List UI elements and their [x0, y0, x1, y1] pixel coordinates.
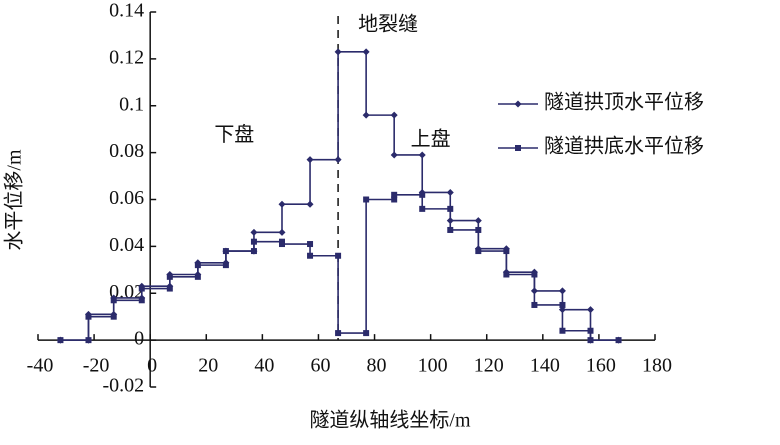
marker	[587, 327, 594, 334]
marker	[475, 226, 482, 233]
marker	[334, 48, 342, 56]
marker	[559, 301, 566, 308]
marker	[514, 100, 522, 108]
x-tick-label: 80	[367, 355, 387, 377]
marker	[391, 191, 398, 198]
y-tick-label: 0	[134, 328, 144, 350]
marker	[222, 262, 229, 269]
marker	[110, 313, 117, 320]
legend-label: 隧道拱顶水平位移	[544, 91, 704, 114]
marker	[57, 337, 64, 344]
marker	[250, 228, 258, 236]
marker	[559, 327, 566, 334]
marker	[278, 228, 286, 236]
y-tick-label: -0.02	[103, 375, 145, 397]
marker	[362, 48, 370, 56]
x-tick-label: 40	[254, 355, 274, 377]
marker	[166, 273, 173, 280]
y-tick-label: 0.12	[109, 46, 144, 68]
marker	[474, 217, 482, 225]
marker	[307, 252, 314, 259]
x-tick-label: 180	[642, 355, 672, 377]
fault-label: 地裂缝	[358, 13, 418, 36]
annotation: 上盘	[411, 128, 451, 151]
marker	[250, 238, 257, 245]
marker	[587, 337, 594, 344]
x-tick-label: 140	[530, 355, 560, 377]
marker	[418, 151, 426, 159]
marker	[419, 205, 426, 212]
x-tick-label: -20	[83, 355, 110, 377]
x-tick-label: 120	[474, 355, 504, 377]
marker	[85, 337, 92, 344]
series-line	[60, 51, 619, 341]
x-tick-label: 20	[198, 355, 218, 377]
marker	[363, 330, 370, 337]
marker	[390, 111, 398, 119]
marker	[278, 241, 285, 248]
marker	[335, 330, 342, 337]
x-tick-label: 100	[418, 355, 448, 377]
marker	[222, 248, 229, 255]
marker	[194, 273, 201, 280]
annotation: 下盘	[214, 123, 254, 146]
marker	[138, 285, 145, 292]
marker	[110, 297, 117, 304]
y-tick-label: 0.08	[109, 140, 144, 162]
marker	[194, 262, 201, 269]
marker	[390, 151, 398, 159]
marker	[503, 248, 510, 255]
y-tick-label: 0.06	[109, 187, 144, 209]
marker	[515, 145, 521, 151]
marker	[166, 285, 173, 292]
marker	[447, 226, 454, 233]
legend-label: 隧道拱底水平位移	[544, 135, 704, 158]
marker	[419, 191, 426, 198]
marker	[475, 248, 482, 255]
y-tick-label: 0.14	[109, 0, 144, 22]
marker	[362, 111, 370, 119]
series-line	[60, 194, 619, 341]
marker	[558, 287, 566, 295]
marker	[615, 337, 622, 344]
marker	[306, 156, 314, 164]
y-axis-label: 水平位移/m	[3, 149, 26, 251]
y-tick-label: 0.1	[119, 93, 144, 115]
marker	[335, 252, 342, 259]
marker	[363, 196, 370, 203]
marker	[391, 196, 398, 203]
marker	[531, 271, 538, 278]
marker	[334, 156, 342, 164]
x-tick-label: 60	[310, 355, 330, 377]
marker	[446, 188, 454, 196]
x-axis-label: 隧道纵轴线坐标/m	[309, 409, 471, 432]
x-tick-label: -40	[27, 355, 54, 377]
marker	[250, 248, 257, 255]
y-tick-label: 0.04	[109, 234, 144, 256]
marker	[306, 200, 314, 208]
marker	[278, 200, 286, 208]
marker	[531, 301, 538, 308]
marker	[307, 241, 314, 248]
marker	[138, 297, 145, 304]
x-tick-label: 160	[586, 355, 616, 377]
x-tick-label: 0	[147, 355, 157, 377]
marker	[447, 205, 454, 212]
marker	[503, 271, 510, 278]
marker	[85, 313, 92, 320]
marker	[586, 306, 594, 314]
